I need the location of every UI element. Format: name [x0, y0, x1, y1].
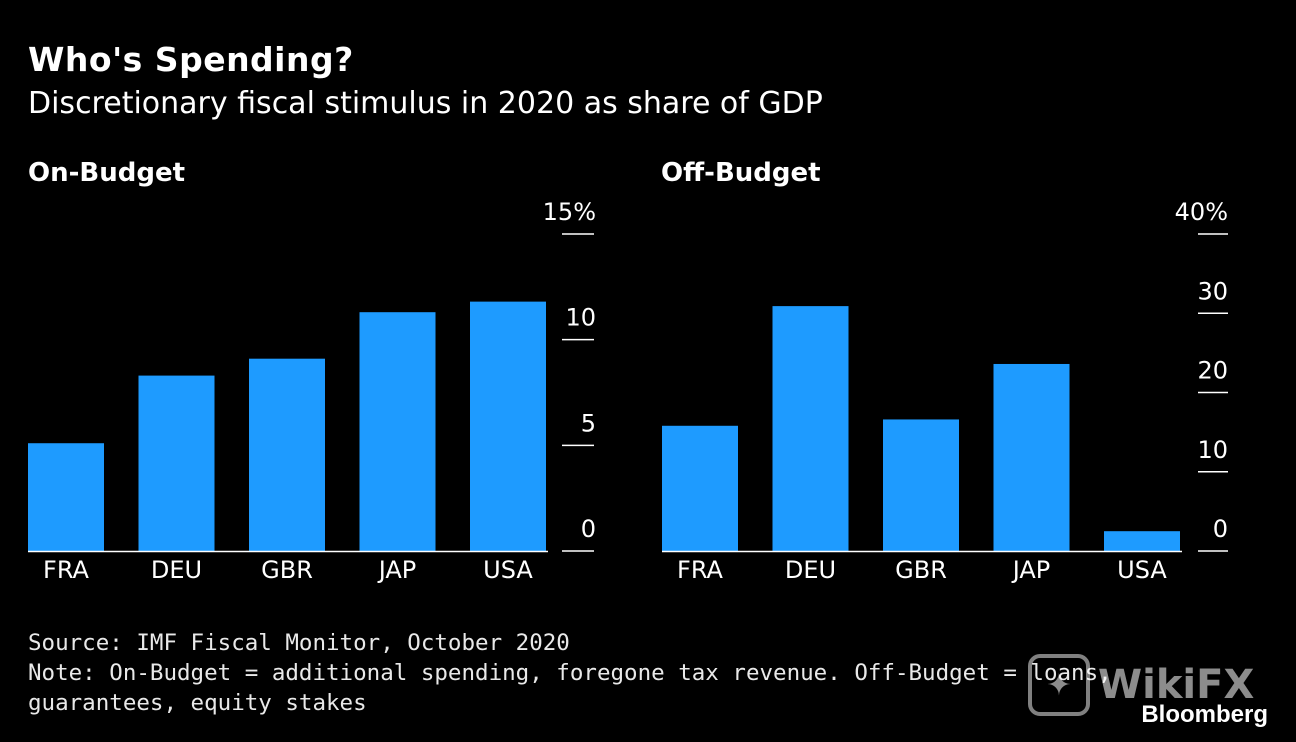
watermark-text: WikiFX	[1098, 662, 1255, 708]
y-tick-label: 15%	[543, 198, 596, 226]
bar-usa	[1104, 531, 1180, 551]
chart-title: Who's Spending?	[28, 40, 354, 79]
bar-fra	[28, 443, 104, 551]
x-tick-label: USA	[483, 556, 533, 584]
x-tick-label: DEU	[151, 556, 202, 584]
y-tick-label: 10	[565, 304, 596, 332]
bar-deu	[772, 306, 849, 551]
watermark: ✦ WikiFX	[1028, 654, 1254, 716]
y-tick-label: 20	[1197, 357, 1228, 385]
y-tick-label: 10	[1197, 436, 1228, 464]
note-line-2: guarantees, equity stakes	[28, 690, 367, 716]
bar-deu	[138, 375, 215, 551]
footer: Source: IMF Fiscal Monitor, October 2020…	[28, 628, 1112, 718]
x-tick-label: JAP	[1011, 556, 1051, 584]
panel-title-on-budget: On-Budget	[28, 158, 186, 188]
x-tick-label: DEU	[785, 556, 836, 584]
y-tick-label: 30	[1197, 277, 1228, 305]
source-note: Source: IMF Fiscal Monitor, October 2020	[28, 630, 570, 656]
x-tick-label: FRA	[43, 556, 90, 584]
x-tick-label: GBR	[895, 556, 947, 584]
y-tick-label: 5	[581, 409, 596, 437]
bar-jap	[359, 312, 436, 551]
bar-usa	[470, 301, 546, 551]
eagle-logo-icon: ✦	[1028, 654, 1090, 716]
panel-title-off-budget: Off-Budget	[661, 158, 821, 188]
y-tick-label: 0	[1213, 515, 1228, 543]
bloomberg-logo: Bloomberg	[1141, 701, 1268, 728]
bar-jap	[993, 363, 1070, 551]
bar-fra	[662, 425, 738, 551]
chart-subtitle: Discretionary fiscal stimulus in 2020 as…	[28, 86, 823, 121]
x-tick-label: GBR	[261, 556, 313, 584]
y-tick-label: 0	[581, 515, 596, 543]
x-tick-label: JAP	[377, 556, 417, 584]
x-tick-label: USA	[1117, 556, 1167, 584]
bar-gbr	[249, 358, 325, 551]
note-line-1: Note: On-Budget = additional spending, f…	[28, 660, 1112, 686]
x-tick-label: FRA	[677, 556, 724, 584]
bar-gbr	[883, 419, 959, 551]
y-tick-label: 40%	[1175, 198, 1228, 226]
